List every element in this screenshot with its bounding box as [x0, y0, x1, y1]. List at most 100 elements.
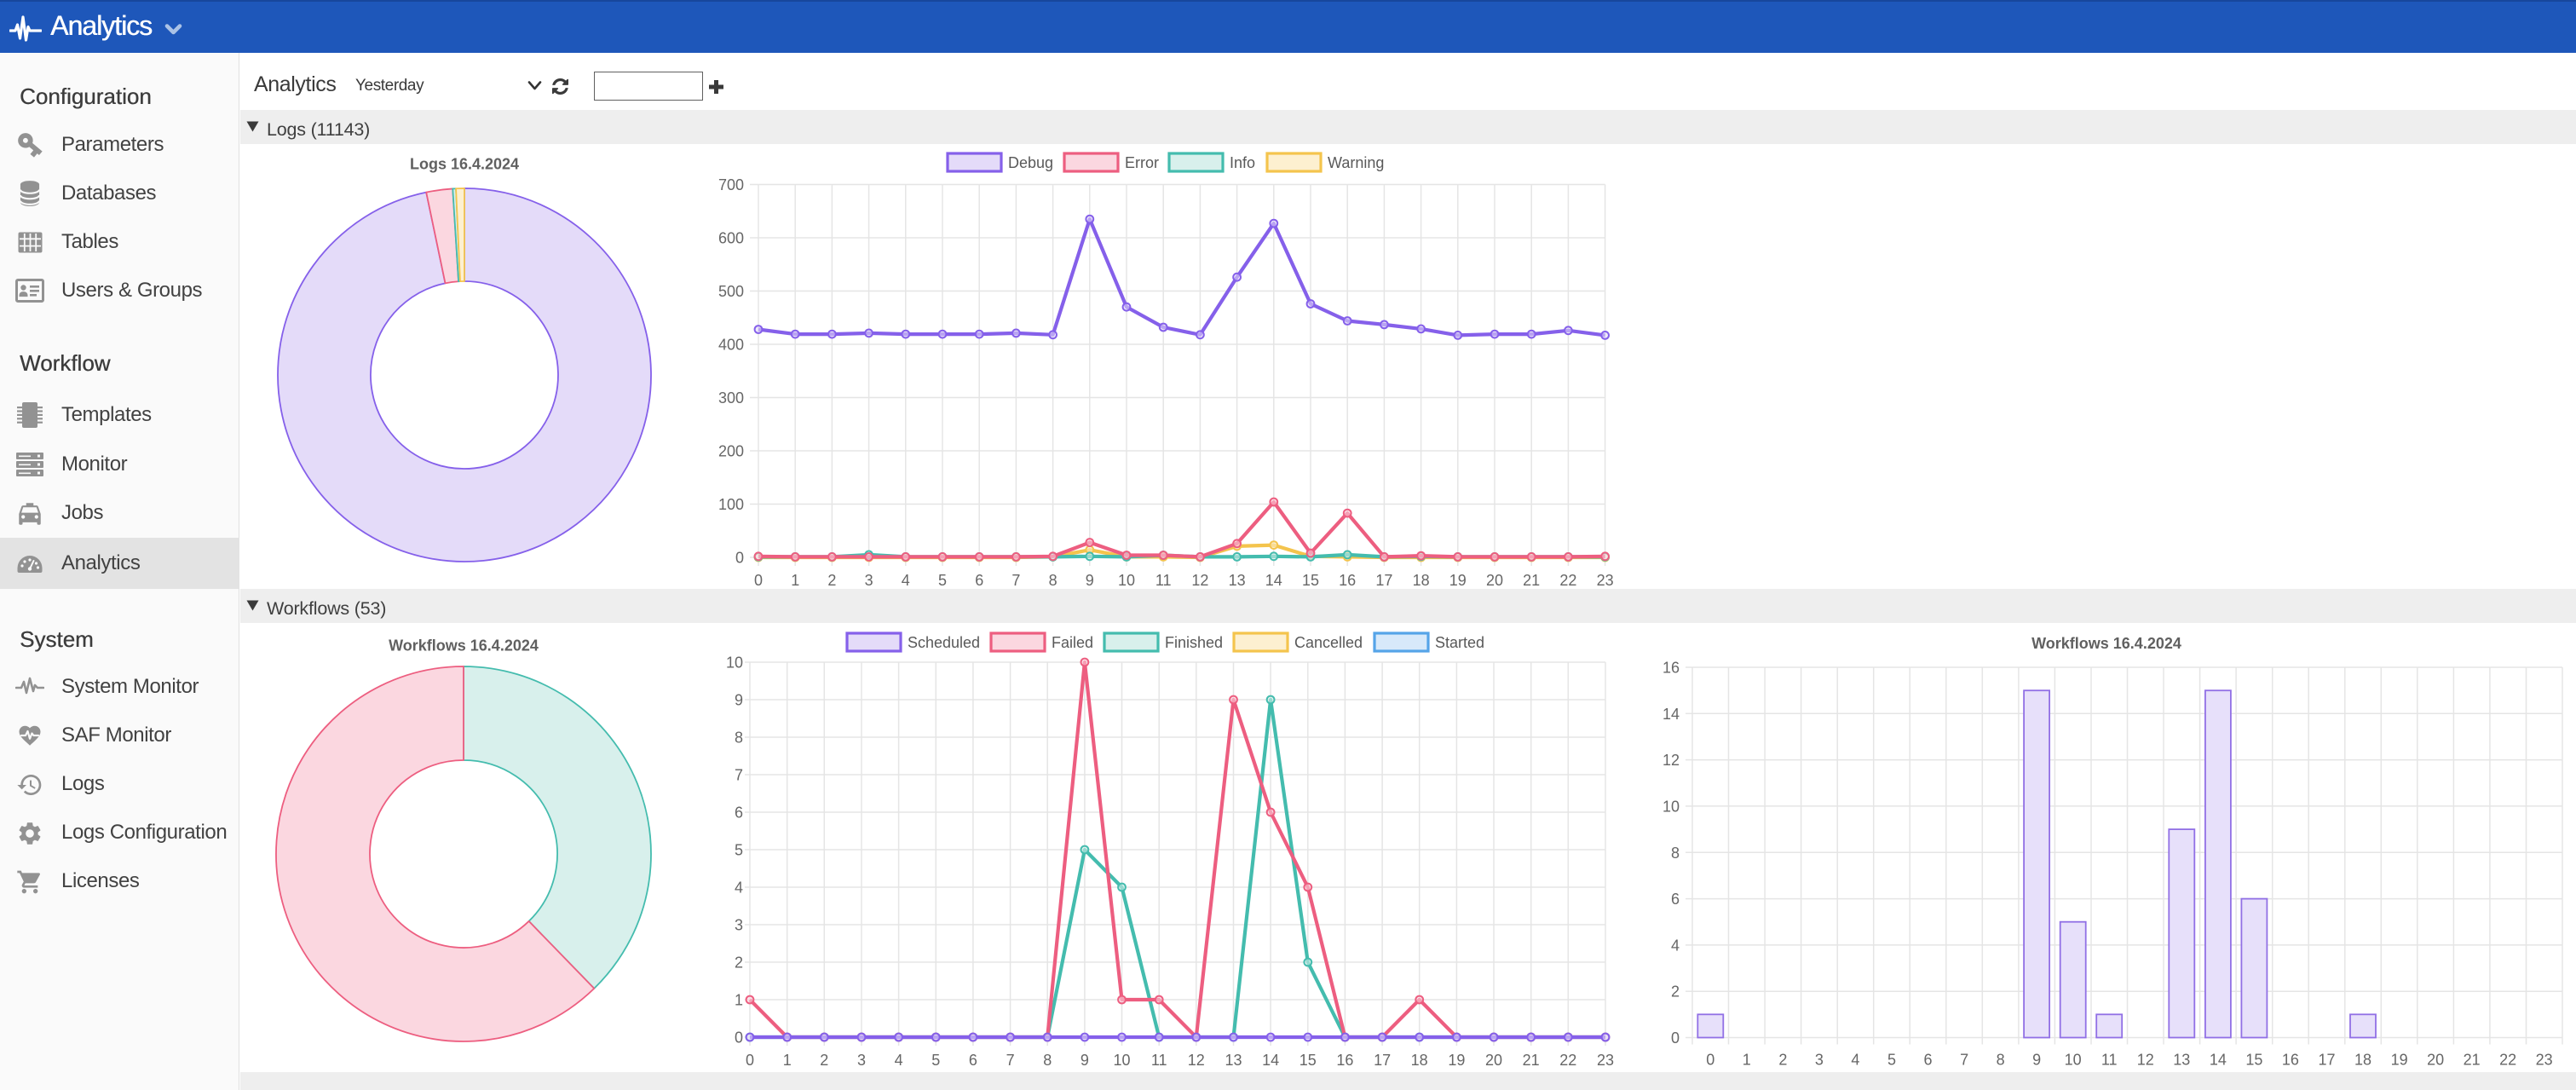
svg-text:600: 600 [718, 230, 744, 247]
svg-text:Started: Started [1435, 634, 1484, 651]
svg-text:22: 22 [1559, 1052, 1576, 1069]
svg-text:6: 6 [1671, 891, 1680, 908]
svg-text:500: 500 [718, 283, 744, 300]
svg-text:Warning: Warning [1328, 154, 1384, 171]
svg-text:0: 0 [735, 550, 744, 567]
svg-text:10: 10 [2065, 1052, 2082, 1069]
svg-text:10: 10 [726, 655, 743, 672]
svg-text:7: 7 [1011, 572, 1020, 589]
svg-text:8: 8 [735, 730, 743, 747]
svg-text:6: 6 [969, 1052, 977, 1069]
svg-text:Workflows 16.4.2024: Workflows 16.4.2024 [389, 637, 539, 655]
svg-text:18: 18 [2354, 1052, 2371, 1069]
svg-text:7: 7 [1006, 1052, 1015, 1069]
svg-text:22: 22 [2499, 1052, 2516, 1069]
svg-text:6: 6 [735, 805, 743, 822]
svg-text:Error: Error [1125, 154, 1159, 171]
svg-text:17: 17 [1375, 572, 1392, 589]
svg-text:17: 17 [2318, 1052, 2335, 1069]
svg-text:0: 0 [1671, 1029, 1680, 1047]
svg-text:400: 400 [718, 337, 744, 354]
svg-text:23: 23 [2536, 1052, 2553, 1069]
svg-text:4: 4 [1671, 937, 1680, 954]
svg-text:13: 13 [1225, 1052, 1242, 1069]
svg-text:2: 2 [735, 954, 743, 972]
svg-text:15: 15 [1302, 572, 1319, 589]
svg-text:12: 12 [1188, 1052, 1205, 1069]
svg-text:7: 7 [735, 767, 743, 784]
svg-text:10: 10 [1118, 572, 1135, 589]
svg-text:0: 0 [735, 1029, 743, 1047]
svg-text:1: 1 [783, 1052, 792, 1069]
svg-text:0: 0 [746, 1052, 754, 1069]
svg-text:4: 4 [735, 879, 743, 897]
svg-text:19: 19 [1449, 572, 1467, 589]
svg-text:2: 2 [827, 572, 836, 589]
svg-text:10: 10 [1663, 798, 1680, 815]
svg-text:15: 15 [2245, 1052, 2262, 1069]
svg-text:8: 8 [1043, 1052, 1052, 1069]
svg-text:7: 7 [1960, 1052, 1968, 1069]
svg-text:200: 200 [718, 443, 744, 460]
svg-text:5: 5 [1887, 1052, 1896, 1069]
svg-text:100: 100 [718, 496, 744, 513]
svg-text:0: 0 [1706, 1052, 1714, 1069]
svg-text:13: 13 [2173, 1052, 2190, 1069]
svg-text:8: 8 [1049, 572, 1057, 589]
svg-text:Debug: Debug [1008, 154, 1053, 171]
svg-text:14: 14 [2210, 1052, 2227, 1069]
svg-text:Logs 16.4.2024: Logs 16.4.2024 [410, 156, 519, 173]
svg-text:4: 4 [895, 1052, 903, 1069]
svg-text:Workflows 16.4.2024: Workflows 16.4.2024 [2031, 635, 2181, 652]
svg-text:1: 1 [735, 992, 743, 1009]
svg-text:3: 3 [735, 917, 743, 934]
svg-text:18: 18 [1413, 572, 1430, 589]
svg-text:0: 0 [754, 572, 763, 589]
svg-text:3: 3 [1815, 1052, 1824, 1069]
svg-text:11: 11 [2101, 1052, 2118, 1069]
svg-text:11: 11 [1151, 1052, 1167, 1069]
svg-text:17: 17 [1374, 1052, 1391, 1069]
svg-text:2: 2 [820, 1052, 828, 1069]
svg-text:23: 23 [1597, 572, 1614, 589]
svg-text:16: 16 [2282, 1052, 2299, 1069]
svg-text:2: 2 [1778, 1052, 1787, 1069]
svg-text:20: 20 [2427, 1052, 2444, 1069]
svg-text:20: 20 [1485, 1052, 1502, 1069]
svg-text:18: 18 [1411, 1052, 1428, 1069]
svg-text:21: 21 [1523, 572, 1540, 589]
svg-text:1: 1 [1743, 1052, 1751, 1069]
svg-text:2: 2 [1671, 983, 1680, 1001]
svg-text:5: 5 [931, 1052, 940, 1069]
svg-text:22: 22 [1559, 572, 1576, 589]
svg-text:16: 16 [1663, 660, 1680, 677]
svg-text:15: 15 [1300, 1052, 1317, 1069]
svg-text:19: 19 [2391, 1052, 2408, 1069]
svg-text:21: 21 [1523, 1052, 1540, 1069]
svg-text:5: 5 [938, 572, 947, 589]
svg-text:4: 4 [1851, 1052, 1859, 1069]
svg-text:Failed: Failed [1052, 634, 1093, 651]
svg-text:Info: Info [1230, 154, 1255, 171]
svg-text:14: 14 [1663, 706, 1680, 723]
svg-text:4: 4 [902, 572, 910, 589]
svg-text:14: 14 [1262, 1052, 1279, 1069]
svg-text:700: 700 [718, 176, 744, 193]
svg-text:12: 12 [2137, 1052, 2154, 1069]
svg-text:3: 3 [857, 1052, 866, 1069]
svg-text:8: 8 [1997, 1052, 2005, 1069]
svg-text:9: 9 [735, 692, 743, 709]
svg-text:5: 5 [735, 842, 743, 859]
svg-text:23: 23 [1597, 1052, 1614, 1069]
svg-text:Scheduled: Scheduled [908, 634, 980, 651]
svg-text:14: 14 [1265, 572, 1282, 589]
svg-text:12: 12 [1663, 752, 1680, 769]
svg-text:9: 9 [2032, 1052, 2041, 1069]
svg-text:8: 8 [1671, 845, 1680, 862]
svg-text:9: 9 [1081, 1052, 1089, 1069]
svg-text:Cancelled: Cancelled [1294, 634, 1363, 651]
svg-text:19: 19 [1448, 1052, 1465, 1069]
svg-text:10: 10 [1113, 1052, 1130, 1069]
svg-text:11: 11 [1155, 572, 1172, 589]
svg-text:Finished: Finished [1165, 634, 1223, 651]
